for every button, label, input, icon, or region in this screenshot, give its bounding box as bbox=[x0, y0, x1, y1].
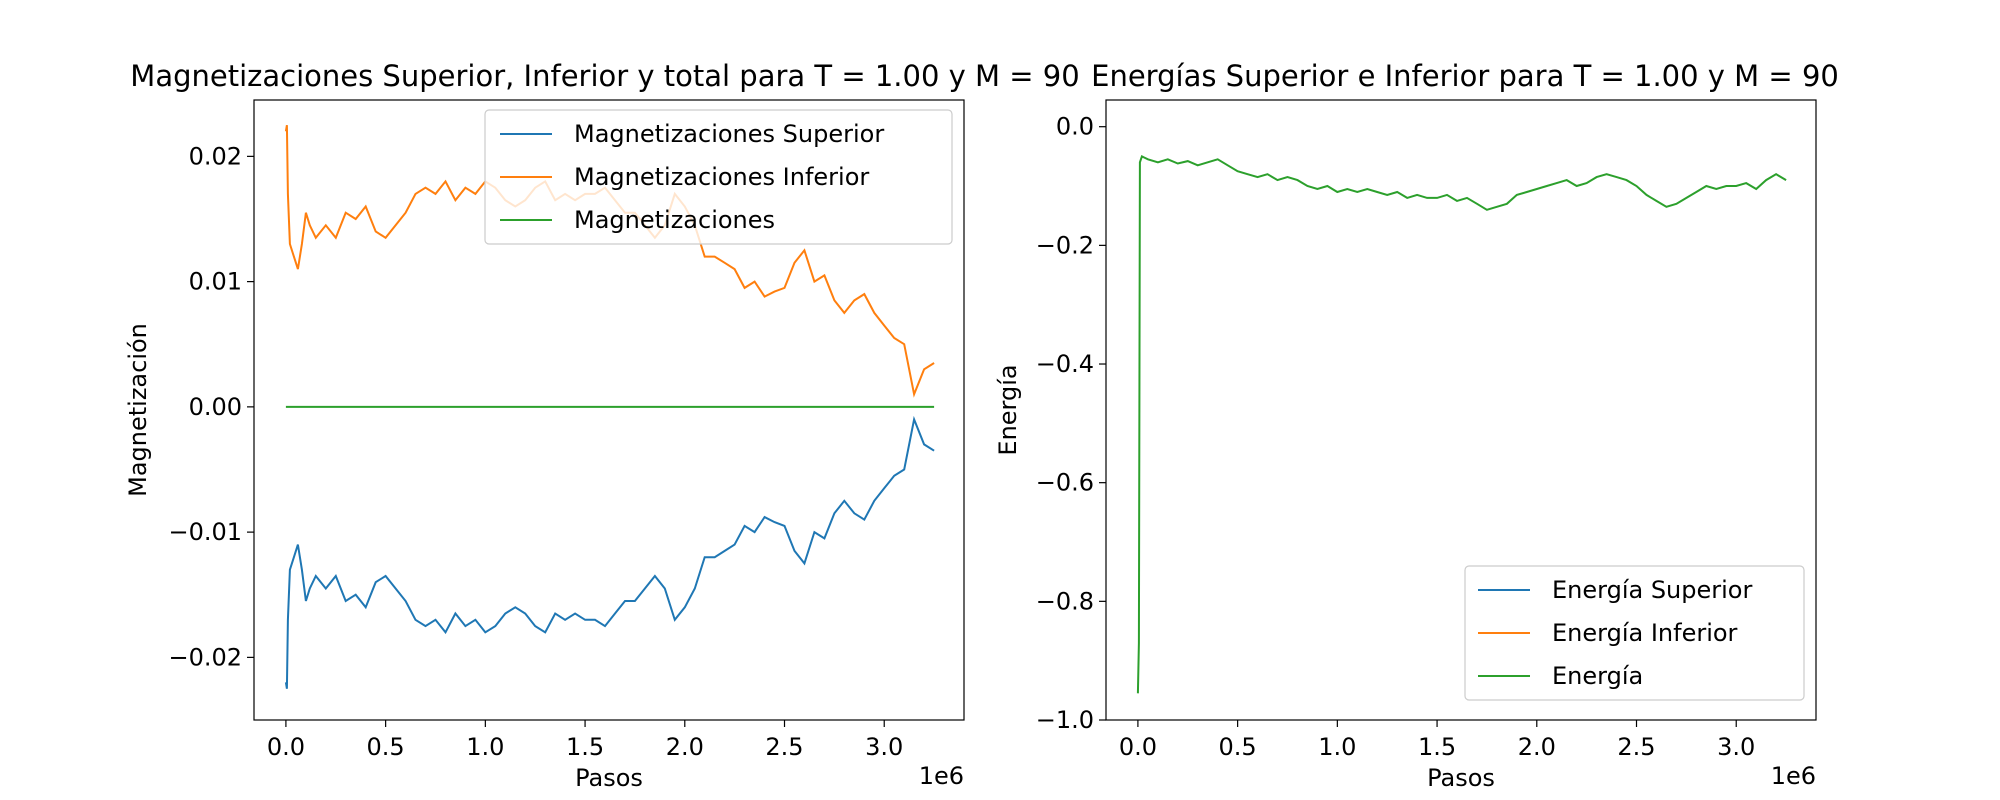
plot-frame bbox=[253, 99, 965, 721]
legend-item: Magnetizaciones bbox=[500, 206, 775, 234]
legend-box bbox=[1464, 565, 1805, 701]
x-tick-label: 3.0 bbox=[1717, 733, 1755, 761]
y-tick-label: 0.02 bbox=[189, 142, 242, 170]
y-tick-label: −0.2 bbox=[1036, 231, 1094, 259]
x-offset-label: 1e6 bbox=[919, 762, 964, 790]
x-tick-label: 1.0 bbox=[466, 733, 504, 761]
legend-label: Magnetizaciones Superior bbox=[574, 120, 884, 148]
x-offset-label: 1e6 bbox=[1771, 762, 1816, 790]
x-axis-label: Pasos bbox=[575, 764, 643, 792]
legend: Energía Superior Energía Inferior Energí… bbox=[1464, 565, 1805, 701]
energy-chart: Energías Superior e Inferior para T = 1.… bbox=[994, 59, 1839, 792]
legend: Magnetizaciones Superior Magnetizaciones… bbox=[484, 109, 953, 245]
legend-label: Magnetizaciones bbox=[574, 206, 775, 234]
x-tick-label: 1.5 bbox=[566, 733, 604, 761]
y-axis-ticks: −1.0 −0.8 −0.6 −0.4 −0.2 0.0 bbox=[1036, 113, 1106, 734]
y-tick-label: 0.00 bbox=[189, 393, 242, 421]
x-tick-label: 1.0 bbox=[1318, 733, 1356, 761]
x-tick-label: 0.5 bbox=[1219, 733, 1257, 761]
legend-item: Magnetizaciones Inferior bbox=[500, 163, 869, 191]
x-tick-label: 0.5 bbox=[367, 733, 405, 761]
legend-item: Energía Inferior bbox=[1478, 619, 1738, 647]
legend-item: Energía bbox=[1478, 662, 1643, 690]
series-line bbox=[284, 415, 935, 689]
chart-title: Magnetizaciones Superior, Inferior y tot… bbox=[130, 59, 1079, 93]
y-axis-ticks: −0.02 −0.01 0.00 0.01 0.02 bbox=[168, 142, 254, 671]
y-tick-label: −0.4 bbox=[1036, 350, 1094, 378]
x-tick-label: 2.5 bbox=[765, 733, 803, 761]
y-tick-label: −1.0 bbox=[1036, 706, 1094, 734]
magnetization-chart: Magnetizaciones Superior, Inferior y tot… bbox=[124, 59, 1080, 792]
legend-label: Magnetizaciones Inferior bbox=[574, 163, 869, 191]
x-tick-label: 0.0 bbox=[1119, 733, 1157, 761]
chart-title: Energías Superior e Inferior para T = 1.… bbox=[1091, 59, 1839, 93]
y-tick-label: −0.6 bbox=[1036, 469, 1094, 497]
x-tick-label: 2.5 bbox=[1617, 733, 1655, 761]
legend-item: Magnetizaciones Superior bbox=[500, 120, 884, 148]
x-tick-label: 0.0 bbox=[267, 733, 305, 761]
x-axis-ticks: 0.0 0.5 1.0 1.5 2.0 2.5 3.0 bbox=[1119, 720, 1755, 761]
y-axis-label: Energía bbox=[994, 364, 1022, 455]
y-tick-label: −0.02 bbox=[168, 643, 242, 671]
legend-box bbox=[484, 109, 953, 245]
y-tick-label: −0.8 bbox=[1036, 587, 1094, 615]
legend-label: Energía bbox=[1552, 662, 1643, 690]
legend-label: Energía Inferior bbox=[1552, 619, 1738, 647]
x-tick-label: 2.0 bbox=[1518, 733, 1556, 761]
y-tick-label: −0.01 bbox=[168, 518, 242, 546]
series-line bbox=[1136, 155, 1787, 694]
y-tick-label: 0.01 bbox=[189, 268, 242, 296]
x-tick-label: 3.0 bbox=[865, 733, 903, 761]
x-axis-label: Pasos bbox=[1427, 764, 1495, 792]
y-axis-label: Magnetización bbox=[124, 323, 152, 497]
plot-frame bbox=[1105, 99, 1817, 721]
x-tick-label: 1.5 bbox=[1418, 733, 1456, 761]
series-layer bbox=[1136, 155, 1787, 694]
x-axis-ticks: 0.0 0.5 1.0 1.5 2.0 2.5 3.0 bbox=[267, 720, 903, 761]
legend-item: Energía Superior bbox=[1478, 576, 1752, 604]
x-tick-label: 2.0 bbox=[666, 733, 704, 761]
y-tick-label: 0.0 bbox=[1056, 113, 1094, 141]
legend-label: Energía Superior bbox=[1552, 576, 1752, 604]
